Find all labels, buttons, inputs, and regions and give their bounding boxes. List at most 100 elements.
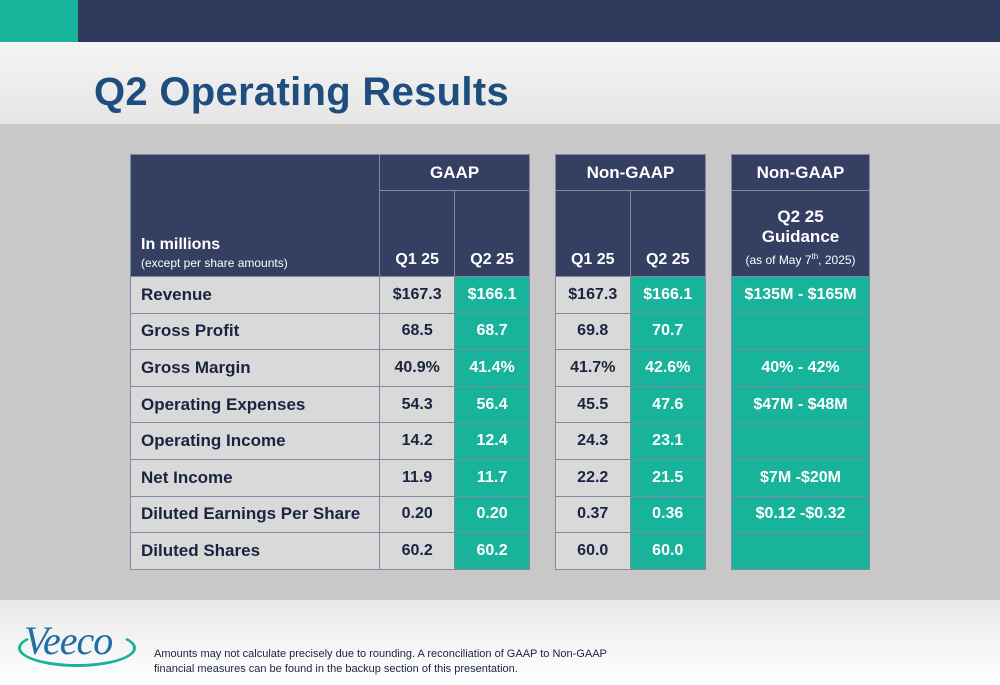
nongaap-table: Non-GAAP Q1 25 Q2 25 $167.3 $166.1 69.8 70.… (555, 154, 706, 570)
table-row: $0.12 -$0.32 (731, 495, 870, 534)
veeco-logo: Veeco (18, 615, 138, 671)
gaap-q2-value: 60.2 (454, 532, 530, 570)
gaap-q1-header: Q1 25 (379, 190, 456, 277)
table-row: 60.0 60.0 (555, 532, 706, 570)
title-band (0, 42, 1000, 124)
table-row: Diluted Earnings Per Share 0.20 0.20 (129, 495, 530, 534)
table-row: 45.5 47.6 (555, 385, 706, 424)
gaap-q2-value: $166.1 (454, 276, 530, 314)
nongaap-q1-value: 41.7% (555, 349, 631, 387)
table-row (731, 532, 870, 570)
guidance-group-header: Non-GAAP (731, 154, 870, 191)
gaap-q2-value: 56.4 (454, 385, 530, 424)
row-label: Gross Margin (129, 349, 381, 387)
table-row: $167.3 $166.1 (555, 276, 706, 314)
gaap-q1-value: 60.2 (379, 532, 456, 570)
guidance-value: $0.12 -$0.32 (731, 495, 870, 534)
nongaap-q2-value: 47.6 (629, 385, 706, 424)
table-row: Gross Margin 40.9% 41.4% (129, 349, 530, 387)
row-label: Net Income (129, 458, 381, 497)
guidance-value: $135M - $165M (731, 276, 870, 314)
guidance-date-suffix: , 2025) (818, 253, 856, 267)
footnote: Amounts may not calculate precisely due … (154, 648, 607, 675)
nongaap-q1-value: 24.3 (555, 422, 631, 460)
gaap-q2-value: 41.4% (454, 349, 530, 387)
nongaap-q2-value: 70.7 (629, 312, 706, 351)
description-header: In millions (except per share amounts) (129, 154, 381, 277)
table-row: 41.7% 42.6% (555, 349, 706, 387)
guidance-table: Non-GAAP Q2 25 Guidance (as of May 7th, … (731, 154, 870, 570)
nongaap-q2-value: 21.5 (629, 458, 706, 497)
nongaap-q2-value: 42.6% (629, 349, 706, 387)
guidance-value: 40% - 42% (731, 349, 870, 387)
slide-title: Q2 Operating Results (94, 70, 509, 114)
row-label: Operating Expenses (129, 385, 381, 424)
table-row: 24.3 23.1 (555, 422, 706, 460)
nongaap-q1-value: 69.8 (555, 312, 631, 351)
gaap-q2-value: 11.7 (454, 458, 530, 497)
nongaap-group-header: Non-GAAP (555, 154, 706, 191)
guidance-date-sup: th (811, 252, 819, 261)
nongaap-q1-header: Q1 25 (555, 190, 631, 277)
top-bar (0, 0, 1000, 42)
gaap-q1-value: 0.20 (379, 495, 456, 534)
table-row: Operating Income 14.2 12.4 (129, 422, 530, 460)
table-row: Revenue $167.3 $166.1 (129, 276, 530, 314)
nongaap-q2-value: 0.36 (629, 495, 706, 534)
top-bar-accent (0, 0, 78, 42)
table-row: $47M - $48M (731, 385, 870, 424)
gaap-q1-value: $167.3 (379, 276, 456, 314)
nongaap-q2-value: $166.1 (629, 276, 706, 314)
guidance-date: (as of May 7th, 2025) (732, 247, 869, 270)
gaap-q2-value: 12.4 (454, 422, 530, 460)
row-label: Operating Income (129, 422, 381, 460)
gaap-q1-value: 54.3 (379, 385, 456, 424)
table-row (731, 312, 870, 351)
gaap-q1-value: 14.2 (379, 422, 456, 460)
guidance-value: $7M -$20M (731, 458, 870, 497)
table-row: Gross Profit 68.5 68.7 (129, 312, 530, 351)
table-row: Operating Expenses 54.3 56.4 (129, 385, 530, 424)
nongaap-q1-value: 22.2 (555, 458, 631, 497)
nongaap-q2-value: 23.1 (629, 422, 706, 460)
gaap-q1-value: 11.9 (379, 458, 456, 497)
gaap-q1-value: 68.5 (379, 312, 456, 351)
nongaap-q1-value: 60.0 (555, 532, 631, 570)
guidance-value (731, 312, 870, 351)
table-row: 0.37 0.36 (555, 495, 706, 534)
row-label: Revenue (129, 276, 381, 314)
guidance-date-prefix: (as of May 7 (745, 253, 812, 267)
table-row (731, 422, 870, 460)
gaap-group-header: GAAP (379, 154, 530, 191)
guidance-value (731, 422, 870, 460)
table-row: 22.2 21.5 (555, 458, 706, 497)
description-main: In millions (141, 236, 221, 253)
guidance-value: $47M - $48M (731, 385, 870, 424)
gaap-q2-header: Q2 25 (454, 190, 530, 277)
guidance-line1: Q2 25 (777, 207, 824, 226)
table-row: $7M -$20M (731, 458, 870, 497)
gaap-q2-value: 68.7 (454, 312, 530, 351)
nongaap-q1-value: 45.5 (555, 385, 631, 424)
row-label: Diluted Earnings Per Share (129, 495, 381, 534)
table-row: 40% - 42% (731, 349, 870, 387)
guidance-value (731, 532, 870, 570)
table-row: Net Income 11.9 11.7 (129, 458, 530, 497)
nongaap-q2-header: Q2 25 (629, 190, 706, 277)
nongaap-q2-value: 60.0 (629, 532, 706, 570)
nongaap-q1-value: $167.3 (555, 276, 631, 314)
nongaap-q1-value: 0.37 (555, 495, 631, 534)
description-sub: (except per share amounts) (141, 256, 288, 270)
table-row: 69.8 70.7 (555, 312, 706, 351)
table-row: Diluted Shares 60.2 60.2 (129, 532, 530, 570)
guidance-column-header: Q2 25 Guidance (as of May 7th, 2025) (731, 190, 870, 277)
gaap-table: In millions (except per share amounts) G… (129, 154, 530, 570)
gaap-q1-value: 40.9% (379, 349, 456, 387)
gaap-q2-value: 0.20 (454, 495, 530, 534)
table-row: $135M - $165M (731, 276, 870, 314)
row-label: Diluted Shares (129, 532, 381, 570)
guidance-line2: Guidance (761, 227, 840, 246)
row-label: Gross Profit (129, 312, 381, 351)
logo-ring (18, 629, 136, 667)
logo-text: Veeco (24, 618, 113, 663)
